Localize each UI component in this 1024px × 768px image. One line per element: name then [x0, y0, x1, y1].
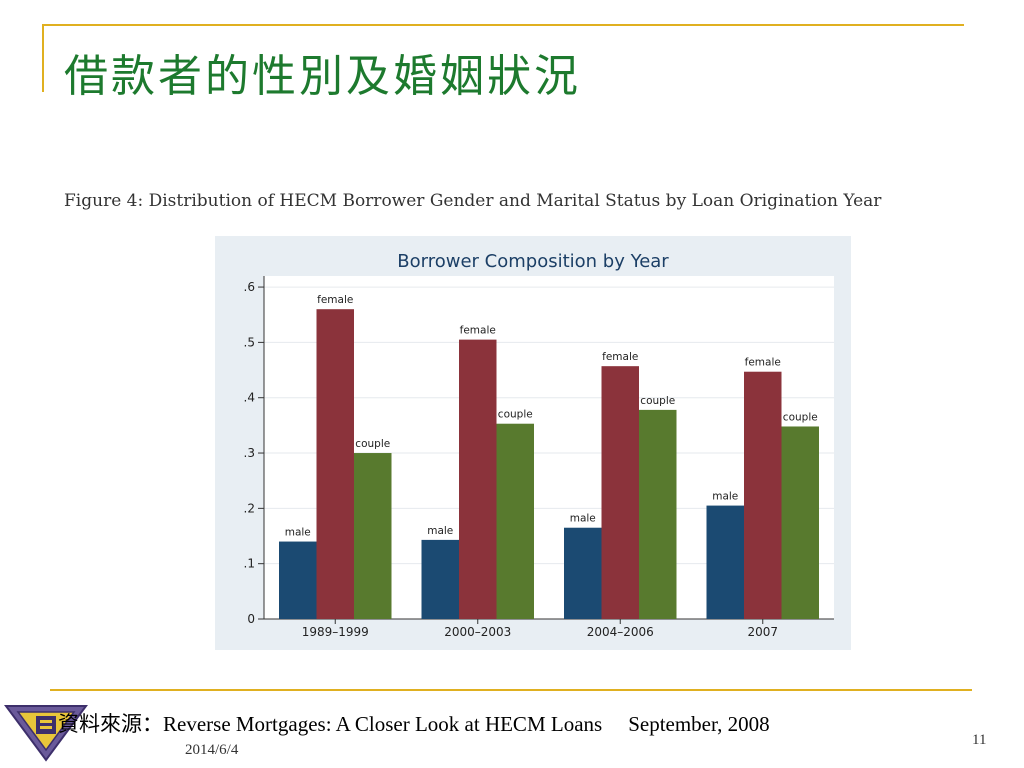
university-logo: [4, 705, 88, 762]
chart-panel: Borrower Composition by Year 0 .1 .2 .3 .4 .5.…: [215, 236, 851, 650]
bar-couple: [496, 423, 534, 619]
y-tick-label: .4: [244, 391, 255, 405]
bar-label-male: male: [427, 525, 453, 537]
source-label: 資料來源：: [58, 712, 163, 736]
bar-label-couple: couple: [355, 438, 390, 450]
source-text: Reverse Mortgages: A Closer Look at HECM…: [163, 712, 603, 736]
bar-label-male: male: [712, 491, 738, 503]
slide-title: 借款者的性別及婚姻狀況: [64, 51, 581, 102]
x-tick-label: 2007: [747, 625, 778, 639]
bar-female: [744, 371, 782, 619]
bar-couple: [639, 409, 677, 619]
bar-male: [564, 527, 602, 619]
bar-female: [316, 309, 354, 619]
bar-label-female: female: [745, 357, 781, 369]
x-tick-label: 2000–2003: [444, 625, 511, 639]
chart-title: Borrower Composition by Year: [397, 251, 669, 272]
y-tick-label: .5: [244, 335, 255, 349]
bar-label-female: female: [460, 325, 496, 337]
bar-couple: [781, 426, 819, 619]
bar-label-male: male: [570, 513, 596, 525]
frame-bottom-line: [50, 689, 972, 691]
bar-label-couple: couple: [498, 409, 533, 421]
y-tick-label: .1: [244, 557, 255, 571]
page-number: 11: [972, 732, 987, 748]
x-tick-label: 2004–2006: [587, 625, 654, 639]
bar-label-female: female: [602, 351, 638, 363]
bar-male: [706, 505, 744, 619]
y-tick-label: .6: [244, 280, 255, 294]
figure-caption: Figure 4: Distribution of HECM Borrower …: [64, 191, 882, 211]
frame-left-line: [42, 24, 44, 92]
source-date: September, 2008: [628, 712, 770, 736]
bar-male: [421, 539, 459, 619]
y-tick-label: .2: [244, 501, 255, 515]
bar-couple: [354, 453, 392, 619]
bar-female: [459, 339, 497, 619]
y-tick-label: 0: [247, 612, 255, 626]
frame-top-line: [42, 24, 964, 26]
y-tick-label: .3: [244, 446, 255, 460]
x-tick-label: 1989–1999: [302, 625, 369, 639]
bar-label-couple: couple: [783, 411, 818, 423]
bar-label-male: male: [285, 527, 311, 539]
bar-label-couple: couple: [640, 395, 675, 407]
bar-label-female: female: [317, 294, 353, 306]
source-line: 資料來源：Reverse Mortgages: A Closer Look at…: [58, 708, 770, 738]
footer-date: 2014/6/4: [185, 742, 239, 758]
bar-female: [601, 366, 639, 619]
bar-chart: Borrower Composition by Year 0 .1 .2 .3 .4 .5.…: [215, 236, 851, 650]
bar-male: [279, 541, 317, 619]
